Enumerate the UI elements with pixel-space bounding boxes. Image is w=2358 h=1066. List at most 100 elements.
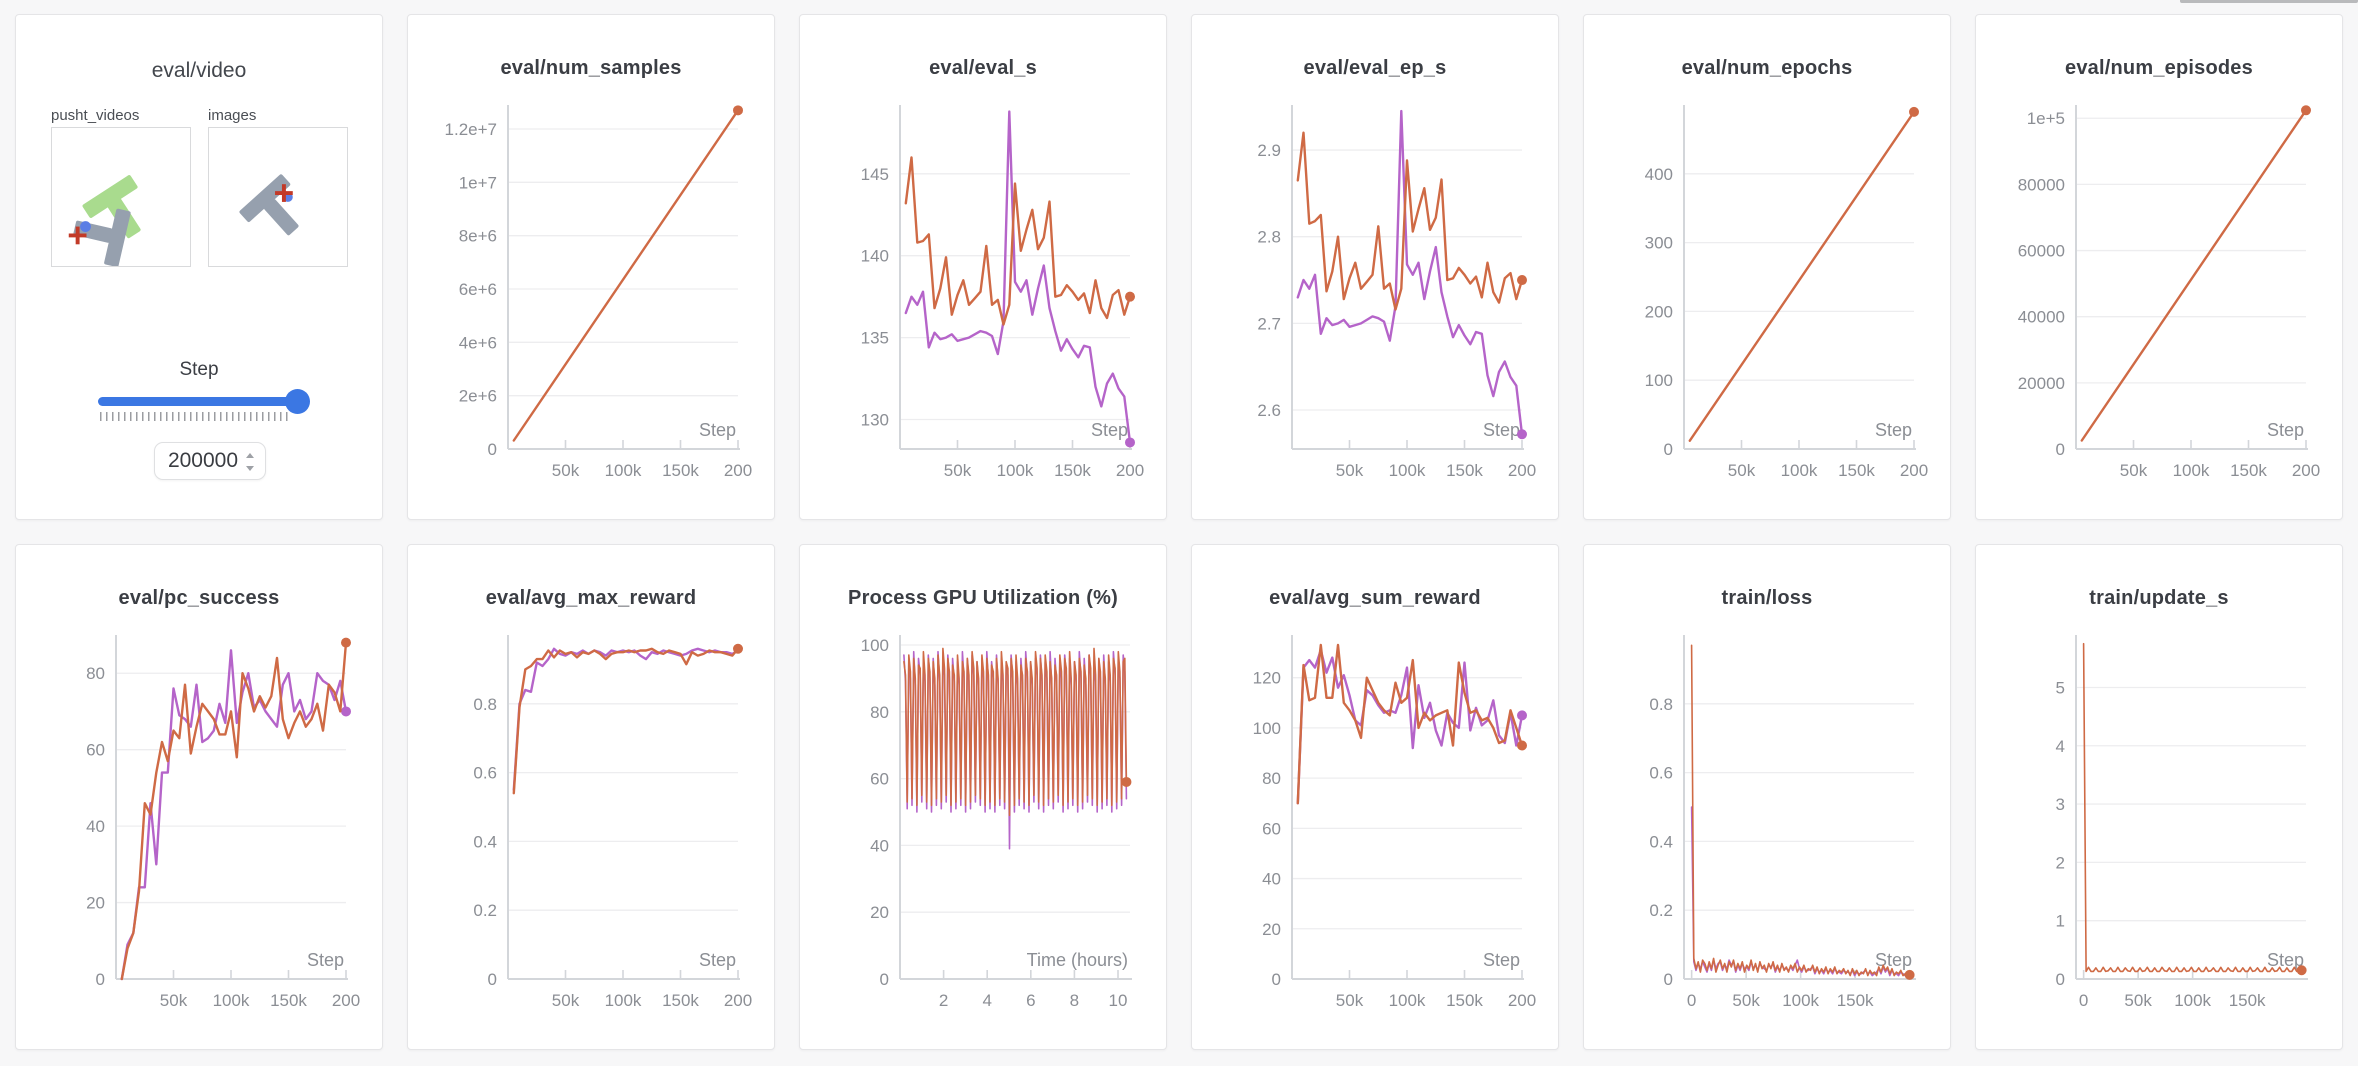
svg-text:135: 135 [861,329,889,348]
svg-text:100k: 100k [2173,461,2210,480]
video-thumbnail-images[interactable] [208,127,348,267]
svg-text:50k: 50k [1336,991,1364,1010]
step-down-icon[interactable] [246,466,254,471]
chart-plot-area[interactable]: 0 20 40 60 80 100 2 4 6 8 10 Time (hours) [800,545,1167,1050]
svg-text:40: 40 [86,817,105,836]
svg-text:40: 40 [870,836,889,855]
svg-text:60000: 60000 [2018,242,2065,261]
svg-text:3: 3 [2056,795,2065,814]
chart-panel-num-samples: eval/num_samples 0 2e+6 4e+6 6e+6 8e+6 1e+7 1.… [407,14,775,520]
svg-text:8e+6: 8e+6 [459,227,497,246]
chart-plot-area[interactable]: 0 20 40 60 80 100 120 50k 100k 150k 200 Step [1192,545,1559,1050]
step-value-input-box[interactable] [154,442,266,480]
svg-text:80000: 80000 [2018,175,2065,194]
svg-text:80: 80 [870,703,889,722]
svg-text:40: 40 [1262,870,1281,889]
svg-text:60: 60 [870,770,889,789]
svg-text:0.2: 0.2 [473,901,497,920]
svg-text:80: 80 [86,664,105,683]
chart-title: eval/num_samples [500,57,682,79]
svg-text:20000: 20000 [2018,374,2065,393]
svg-text:100: 100 [1253,719,1281,738]
stepper-arrows[interactable] [245,451,255,473]
chart-plot-area[interactable]: 0 20 40 60 80 50k 100k 150k 200 Step [16,545,383,1050]
svg-text:150k: 150k [270,991,307,1010]
svg-text:50k: 50k [944,461,972,480]
chart-title: eval/eval_s [929,57,1037,79]
svg-text:4: 4 [2056,737,2065,756]
step-slider[interactable] [98,389,310,421]
chart-plot-area[interactable]: 130 135 140 145 50k 100k 150k 200 Step [800,15,1167,520]
goal-cross-icon [275,184,293,202]
chart-title: eval/pc_success [118,587,280,609]
svg-text:Step: Step [699,950,736,970]
chart-panel-eval-ep-s: eval/eval_ep_s 2.6 2.7 2.8 2.9 50k 100k 150k 20… [1191,14,1559,520]
svg-text:1e+5: 1e+5 [2027,109,2065,128]
svg-text:400: 400 [1645,165,1673,184]
svg-text:0.4: 0.4 [473,832,497,851]
chart-panel-num-epochs: eval/num_epochs 0 100 200 300 400 50k 100k 150k… [1583,14,1951,520]
step-input[interactable] [155,443,265,479]
top-edge-element [2180,0,2358,3]
media-panel-eval-video: eval/video pusht_videos images [15,14,383,520]
svg-text:0.6: 0.6 [473,764,497,783]
chart-title: eval/avg_max_reward [485,587,697,609]
slider-track[interactable] [98,389,310,414]
svg-text:Step: Step [1483,420,1520,440]
step-up-icon[interactable] [246,453,254,458]
svg-text:200: 200 [1645,302,1673,321]
svg-text:200: 200 [1900,461,1928,480]
svg-text:Step: Step [1875,420,1912,440]
chart-title: train/loss [1721,587,1813,609]
svg-text:0: 0 [1664,440,1673,459]
svg-text:100k: 100k [1389,461,1426,480]
svg-text:200: 200 [724,461,752,480]
chart-title: eval/num_episodes [2065,57,2253,79]
svg-text:150k: 150k [662,461,699,480]
pusht-scene-image [239,174,299,236]
svg-text:100k: 100k [2174,991,2211,1010]
svg-text:150k: 150k [1446,461,1483,480]
svg-text:145: 145 [861,165,889,184]
svg-text:Time (hours): Time (hours) [1027,950,1128,970]
svg-text:0.2: 0.2 [1649,901,1673,920]
chart-panel-eval-s: eval/eval_s 130 135 140 145 50k 100k 150k 200 St… [799,14,1167,520]
svg-text:50k: 50k [1732,991,1760,1010]
thumbnail-label: images [208,107,257,124]
svg-text:2.9: 2.9 [1257,141,1281,160]
svg-text:100: 100 [1645,371,1673,390]
slider-thumb[interactable] [285,389,310,414]
panel-grid: eval/video pusht_videos images [15,14,2343,1050]
chart-plot-area[interactable]: 0 100 200 300 400 50k 100k 150k 200 Step [1584,15,1951,520]
svg-text:0: 0 [488,970,497,989]
svg-text:5: 5 [2056,678,2065,697]
svg-text:100k: 100k [605,991,642,1010]
svg-text:150k: 150k [1837,991,1874,1010]
step-slider-label: Step [179,359,219,380]
svg-text:40000: 40000 [2018,308,2065,327]
chart-plot-area[interactable]: 0 20000 40000 60000 80000 1e+5 50k 100k 150k 200 S… [1976,15,2343,520]
svg-text:2.6: 2.6 [1257,401,1281,420]
chart-panel-train-loss: train/loss 0 0.2 0.4 0.6 0.8 0 50k 100k 150k Step [1583,544,1951,1050]
svg-text:50k: 50k [1336,461,1364,480]
chart-plot-area[interactable]: 0 0.2 0.4 0.6 0.8 50k 100k 150k 200 Step [408,545,775,1050]
chart-title: Process GPU Utilization (%) [848,587,1118,609]
svg-text:200: 200 [2292,461,2320,480]
svg-text:0: 0 [2056,440,2065,459]
svg-text:50k: 50k [552,991,580,1010]
svg-text:140: 140 [861,247,889,266]
svg-text:200: 200 [1116,461,1144,480]
svg-text:8: 8 [1070,991,1079,1010]
svg-text:1: 1 [2056,912,2065,931]
chart-plot-area[interactable]: 0 1 2 3 4 5 0 50k 100k 150k Step [1976,545,2343,1050]
video-thumbnail-pusht-videos[interactable] [51,127,191,267]
chart-plot-area[interactable]: 0 0.2 0.4 0.6 0.8 0 50k 100k 150k Step [1584,545,1951,1050]
goal-cross-icon [68,226,87,245]
svg-text:1e+7: 1e+7 [459,173,497,192]
chart-title: train/update_s [2089,587,2229,609]
svg-text:50k: 50k [2124,991,2152,1010]
chart-plot-area[interactable]: 2.6 2.7 2.8 2.9 50k 100k 150k 200 Step [1192,15,1559,520]
svg-text:60: 60 [86,741,105,760]
thumbnail-label: pusht_videos [51,107,140,124]
chart-plot-area[interactable]: 0 2e+6 4e+6 6e+6 8e+6 1e+7 1.2e+7 50k 100k 150k 20… [408,15,775,520]
